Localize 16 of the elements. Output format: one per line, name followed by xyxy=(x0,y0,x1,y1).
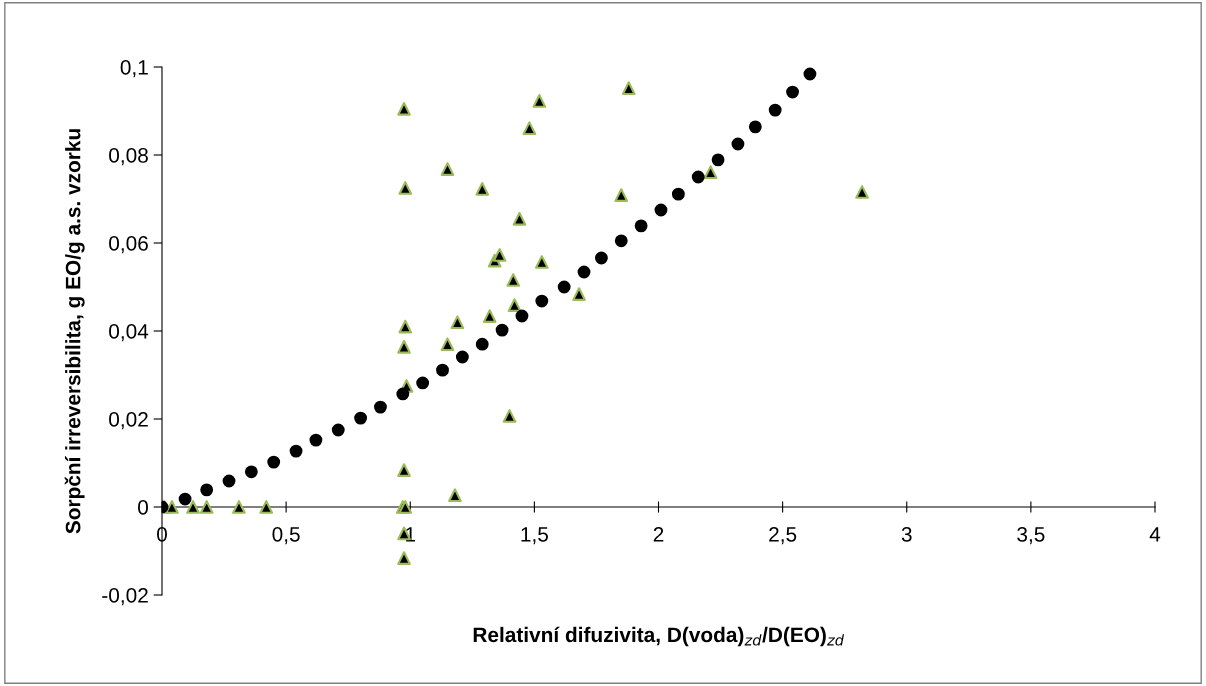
y-tick-label: 0,1 xyxy=(120,60,148,78)
y-tick-label: 0,02 xyxy=(109,412,148,430)
y-tick-label: -0,02 xyxy=(102,588,148,606)
x-tick-label: 0,5 xyxy=(272,526,300,545)
y-tick-label: 0 xyxy=(138,500,148,515)
y-tick-label: 0,04 xyxy=(109,324,149,342)
x-tick-label: 3 xyxy=(901,526,912,542)
x-tick-label: 3,5 xyxy=(1017,526,1045,545)
x-tick-label: 2 xyxy=(653,526,664,542)
y-tick-label: 0,08 xyxy=(109,148,148,166)
y-axis-title: Sorpční irreversibilita, g EO/g a.s. vzorku xyxy=(64,129,85,534)
x-tick-label: 1,5 xyxy=(521,527,548,545)
x-tick-label: 4 xyxy=(1149,527,1161,542)
x-tick-label: 2,5 xyxy=(769,526,797,545)
y-tick-label: 0,06 xyxy=(109,236,148,254)
x-axis-title: Relativní difuzivita, D(voda)$_{zd}$/D(EO)$_{zd}$ xyxy=(473,626,845,647)
